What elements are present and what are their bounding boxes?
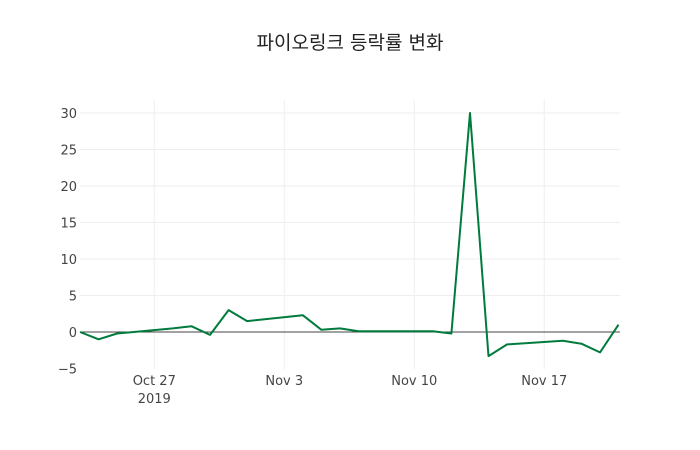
y-tick-label: 0 bbox=[69, 326, 77, 341]
y-axis-ticks: −5 0 5 10 15 20 25 30 bbox=[58, 107, 77, 378]
chart-title: 파이오링크 등락률 변화 bbox=[256, 32, 444, 54]
gridlines bbox=[80, 100, 620, 369]
x-tick-label: Oct 27 bbox=[133, 374, 176, 389]
x-tick-label: Nov 10 bbox=[391, 374, 437, 389]
y-tick-label: 20 bbox=[60, 180, 77, 195]
y-tick-label: 25 bbox=[60, 144, 77, 159]
y-tick-label: −5 bbox=[58, 363, 77, 378]
y-tick-label: 30 bbox=[60, 107, 77, 122]
x-axis-ticks: Oct 27 2019 Nov 3 Nov 10 Nov 17 bbox=[133, 374, 568, 407]
y-tick-label: 15 bbox=[60, 217, 77, 232]
y-tick-label: 10 bbox=[60, 253, 77, 268]
data-line bbox=[79, 112, 620, 358]
x-tick-label: Nov 17 bbox=[521, 374, 567, 389]
x-tick-year: 2019 bbox=[138, 392, 171, 407]
x-tick-label: Nov 3 bbox=[265, 374, 303, 389]
y-tick-label: 5 bbox=[69, 290, 77, 305]
